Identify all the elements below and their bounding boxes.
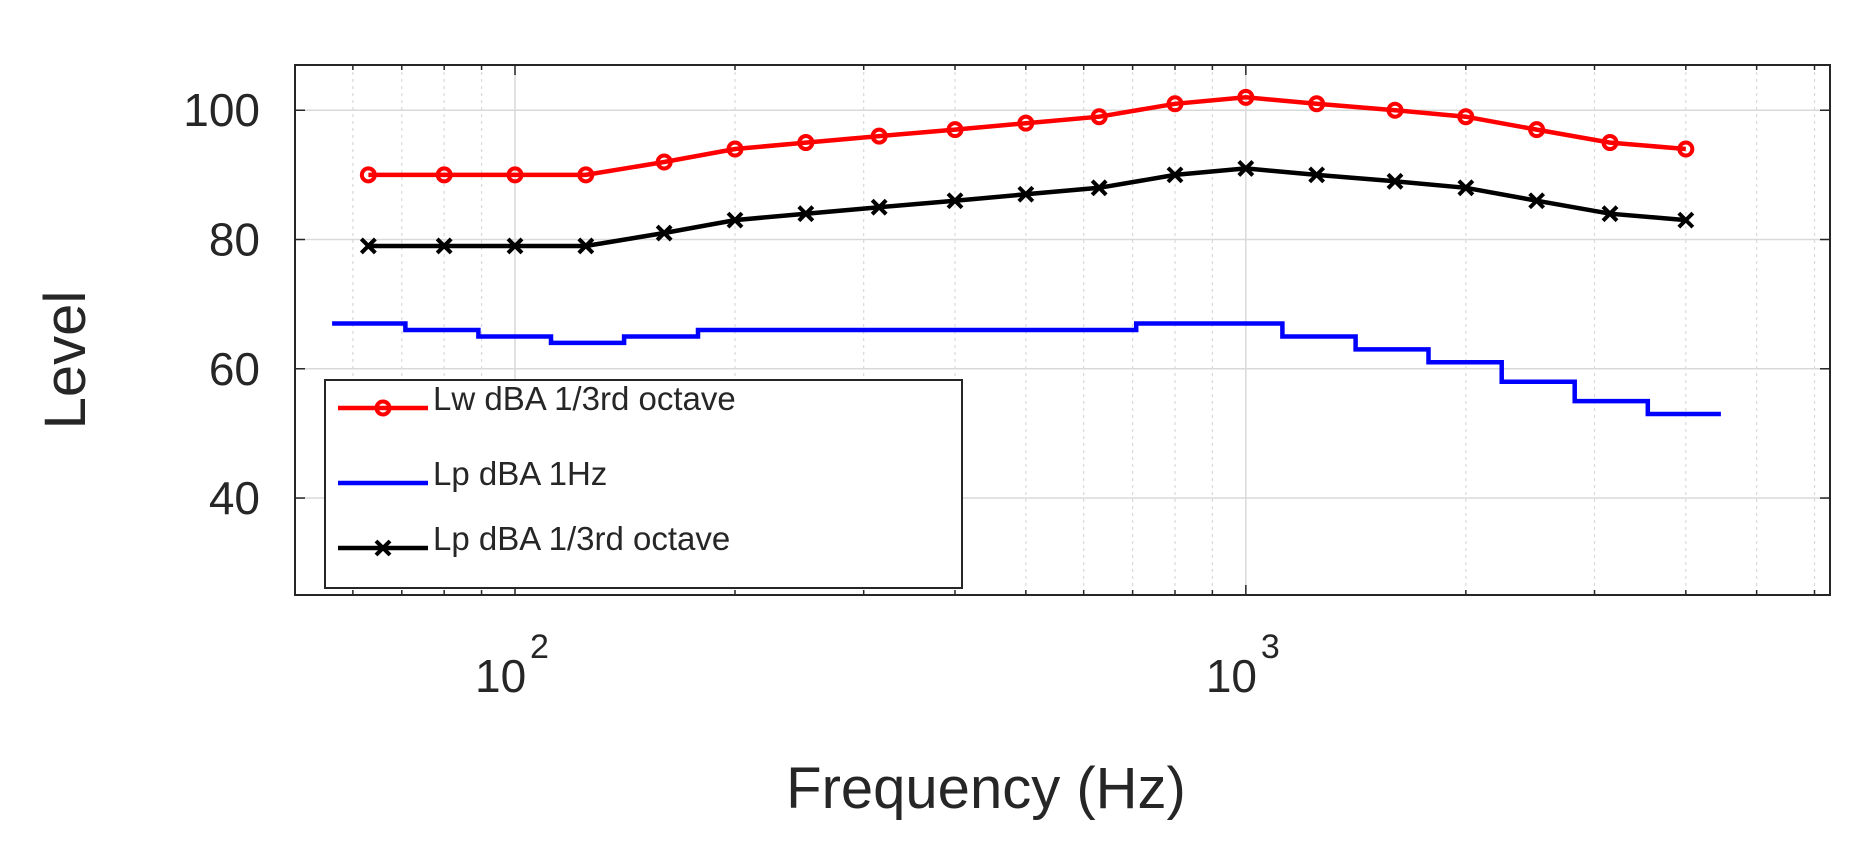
data-point — [797, 205, 815, 223]
data-point — [1090, 108, 1108, 126]
x-tick-label: 10 — [1206, 650, 1257, 702]
legend-item: Lw dBA 1/3rd octave — [338, 380, 736, 417]
data-point — [435, 166, 453, 184]
y-tick-label: 60 — [209, 343, 260, 395]
legend-label: Lw dBA 1/3rd octave — [433, 380, 736, 417]
data-point — [577, 237, 595, 255]
series-line — [368, 95, 1686, 178]
data-point — [1457, 108, 1475, 126]
x-axis-label: Frequency (Hz) — [786, 756, 1186, 821]
series-lp-dba-1-3rd-octave — [359, 160, 1695, 255]
series-lw-dba-1-3rd-octave — [359, 88, 1695, 184]
data-point — [655, 224, 673, 242]
data-point — [870, 127, 888, 145]
data-point — [577, 166, 595, 184]
data-point — [726, 140, 744, 158]
data-point — [359, 237, 377, 255]
data-point — [1090, 179, 1108, 197]
series-layer — [332, 88, 1721, 417]
data-point — [506, 237, 524, 255]
data-point — [506, 166, 524, 184]
legend-box — [324, 379, 963, 589]
data-point — [1386, 172, 1404, 190]
data-point — [1601, 205, 1619, 223]
data-point — [1166, 95, 1184, 113]
data-point — [797, 134, 815, 152]
y-tick-label: 40 — [209, 472, 260, 524]
data-point — [1457, 179, 1475, 197]
data-point — [946, 192, 964, 210]
data-point — [1237, 160, 1255, 177]
data-point — [1237, 88, 1255, 106]
data-point — [435, 237, 453, 255]
data-point — [1308, 95, 1326, 113]
legend-swatch-marker — [374, 399, 392, 417]
series-line — [368, 166, 1686, 249]
legend-swatch-marker — [374, 539, 392, 557]
legend-item: Lp dBA 1/3rd octave — [338, 520, 730, 557]
y-axis-label: Level — [33, 291, 98, 430]
data-point — [1528, 121, 1546, 139]
legend: Lw dBA 1/3rd octave Lp dBA 1Hz Lp dBA 1/3r… — [324, 379, 963, 589]
legend-item: Lp dBA 1Hz — [338, 455, 607, 492]
data-point — [1017, 185, 1035, 203]
x-tick-label: 10 — [475, 650, 526, 702]
y-tick-label: 100 — [183, 84, 260, 136]
axes-box — [294, 64, 1831, 596]
x-tick-exponent: 2 — [530, 628, 549, 666]
data-point — [870, 198, 888, 216]
data-point — [1308, 166, 1326, 184]
data-point — [1166, 166, 1184, 184]
data-point — [1528, 192, 1546, 210]
data-point — [726, 211, 744, 229]
data-point — [1601, 134, 1619, 152]
data-point — [946, 121, 964, 139]
y-tick-label: 80 — [209, 214, 260, 266]
legend-label: Lp dBA 1Hz — [433, 455, 607, 492]
series-lp-dba-1hz — [332, 321, 1721, 417]
data-point — [1677, 211, 1695, 229]
x-tick-exponent: 3 — [1261, 628, 1280, 666]
legend-label: Lp dBA 1/3rd octave — [433, 520, 730, 557]
data-point — [359, 166, 377, 184]
series-line — [332, 321, 1721, 417]
data-point — [655, 153, 673, 171]
data-point — [1386, 101, 1404, 119]
data-point — [1017, 114, 1035, 132]
data-point — [1677, 140, 1695, 158]
